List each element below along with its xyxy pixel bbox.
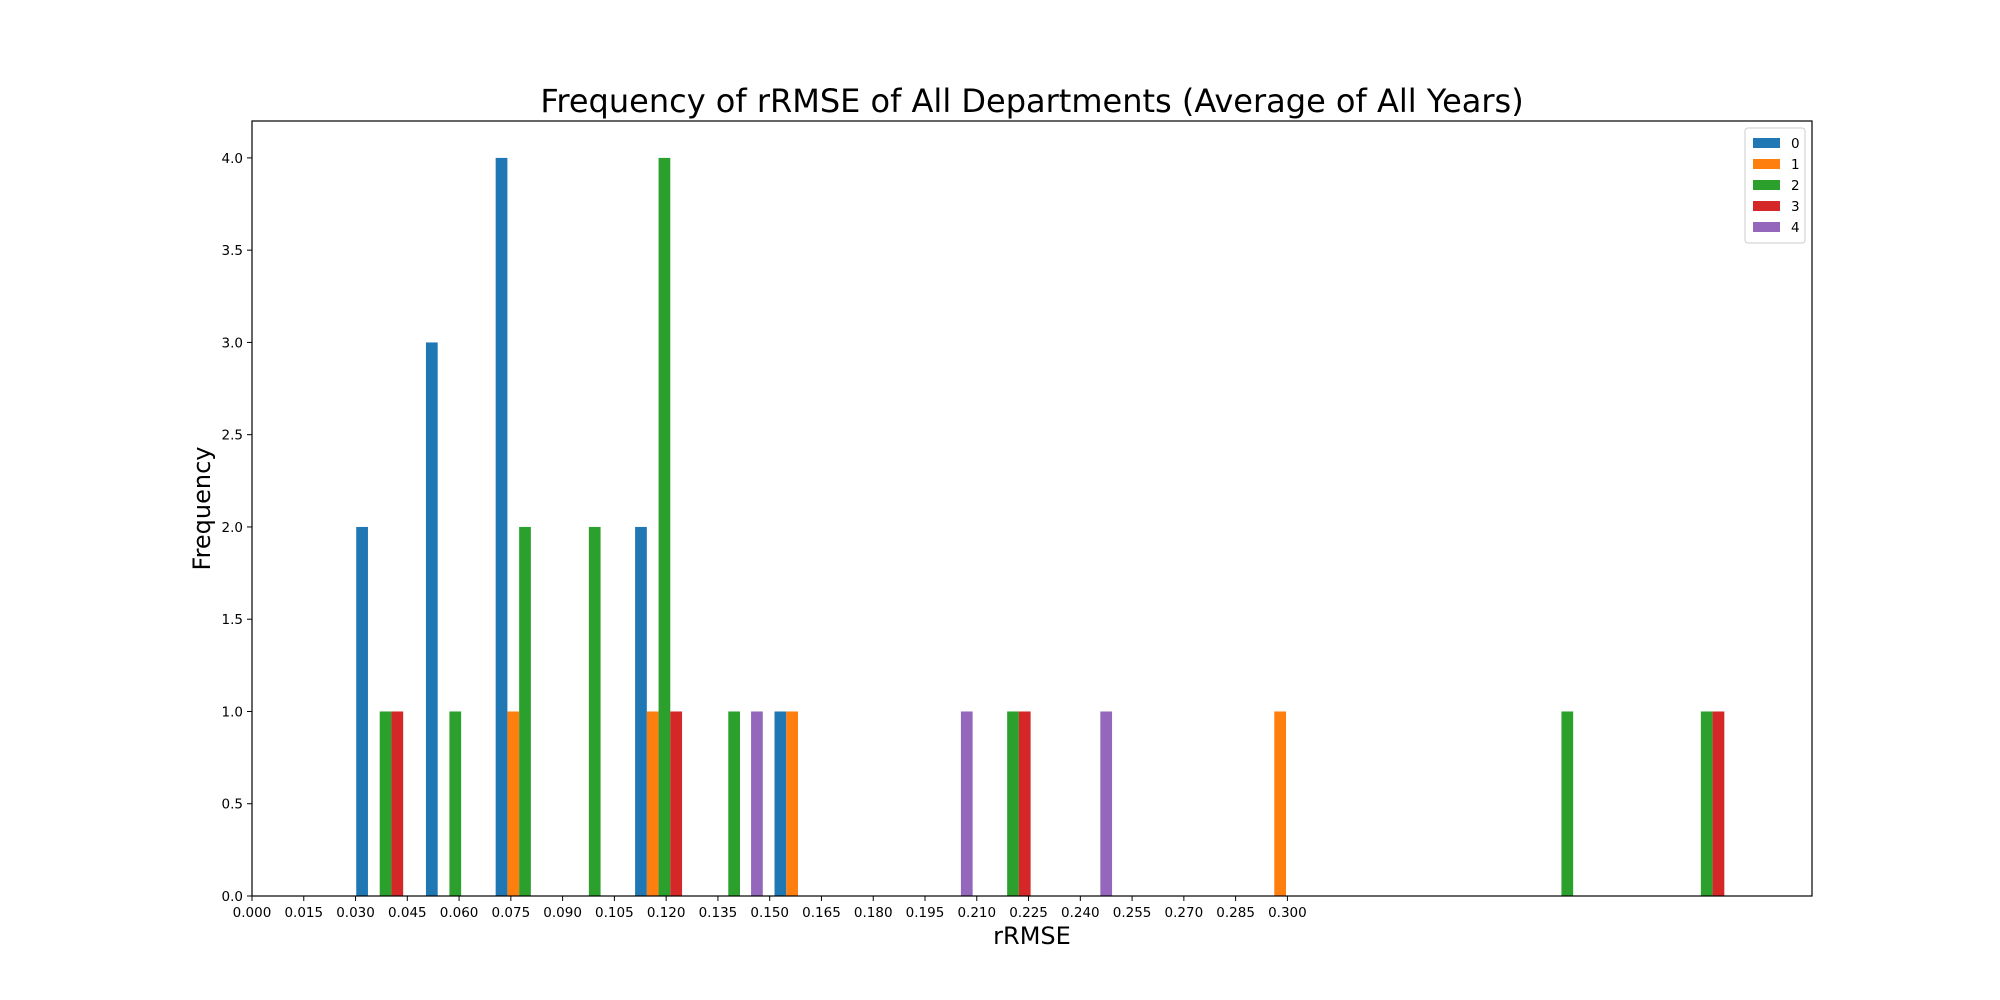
x-tick-label: 0.255	[1113, 905, 1152, 921]
bar-series-2	[728, 711, 741, 896]
x-tick-label: 0.210	[957, 905, 996, 921]
legend: 0 1 2 3 4	[1744, 127, 1806, 244]
x-tick-label: 0.195	[906, 905, 945, 921]
bar-series-1	[786, 711, 798, 896]
bar-series-0	[635, 526, 647, 896]
x-tick-label: 0.090	[543, 905, 582, 921]
bar-series-0	[425, 342, 438, 896]
y-tick-label: 1.0	[222, 704, 243, 720]
legend-label-2: 2	[1791, 178, 1800, 194]
x-tick-label: 0.285	[1216, 905, 1255, 921]
y-tick-label: 2.5	[222, 428, 243, 444]
x-tick-label: 0.240	[1061, 905, 1100, 921]
y-tick-label: 0.5	[222, 797, 243, 813]
x-tick-label: 0.105	[595, 905, 634, 921]
legend-swatch-3	[1753, 201, 1780, 211]
bar-series-1	[507, 711, 520, 896]
x-tick-label: 0.165	[802, 905, 841, 921]
y-tick-label: 3.0	[222, 335, 243, 351]
x-tick-label: 0.075	[492, 905, 531, 921]
bar-series-1	[1274, 711, 1287, 896]
chart-title: Frequency of rRMSE of All Departments (A…	[540, 82, 1523, 120]
legend-label-1: 1	[1791, 157, 1800, 173]
bar-series-2	[1561, 711, 1574, 896]
y-axis: 0.0 0.5 1.0 1.5 2.0 2.5 3.0 3.5 4.0	[222, 151, 252, 905]
legend-label-4: 4	[1791, 220, 1800, 236]
legend-swatch-2	[1753, 180, 1780, 190]
bar-series-4	[751, 711, 763, 896]
legend-swatch-0	[1753, 138, 1780, 148]
x-tick-label: 0.015	[284, 905, 323, 921]
bar-series-4	[1100, 711, 1113, 896]
bar-series-3	[1018, 711, 1031, 896]
bar-series-2	[1007, 711, 1019, 896]
x-tick-label: 0.150	[750, 905, 789, 921]
y-tick-label: 2.0	[222, 520, 243, 536]
legend-label-3: 3	[1791, 199, 1800, 215]
bar-series-2	[449, 711, 462, 896]
bar-series-0	[495, 157, 508, 896]
x-tick-label: 0.180	[854, 905, 893, 921]
x-tick-label: 0.135	[699, 905, 738, 921]
y-tick-label: 0.0	[222, 889, 243, 905]
x-tick-label: 0.270	[1165, 905, 1204, 921]
x-tick-label: 0.120	[647, 905, 686, 921]
bar-series-0	[774, 711, 787, 896]
bar-series-4	[960, 711, 973, 896]
x-tick-label: 0.030	[336, 905, 375, 921]
bar-series-3	[670, 711, 683, 896]
x-axis: 0.000 0.015 0.030 0.045 0.060 0.075 0.090 0.105…	[233, 896, 1307, 921]
bar-series-2	[588, 526, 601, 896]
y-tick-label: 4.0	[222, 151, 243, 167]
bar-series-2	[379, 711, 392, 896]
bar-series-1	[646, 711, 659, 896]
bars-layer	[356, 157, 1725, 896]
x-axis-label: rRMSE	[993, 922, 1071, 950]
x-tick-label: 0.000	[233, 905, 272, 921]
legend-label-0: 0	[1791, 136, 1800, 152]
legend-swatch-1	[1753, 159, 1780, 169]
x-tick-label: 0.060	[440, 905, 479, 921]
bar-series-3	[1712, 711, 1725, 896]
plot-frame	[251, 120, 1813, 897]
bar-series-0	[356, 526, 368, 896]
x-tick-label: 0.045	[388, 905, 427, 921]
legend-swatch-4	[1753, 222, 1780, 232]
x-tick-label: 0.300	[1268, 905, 1307, 921]
x-tick-label: 0.225	[1009, 905, 1048, 921]
y-tick-label: 3.5	[222, 243, 243, 259]
bar-series-3	[391, 711, 404, 896]
bar-series-2	[1700, 711, 1713, 896]
bar-series-2	[658, 157, 671, 896]
y-axis-label: Frequency	[188, 447, 216, 571]
bar-series-2	[519, 526, 531, 896]
y-tick-label: 1.5	[222, 612, 243, 628]
